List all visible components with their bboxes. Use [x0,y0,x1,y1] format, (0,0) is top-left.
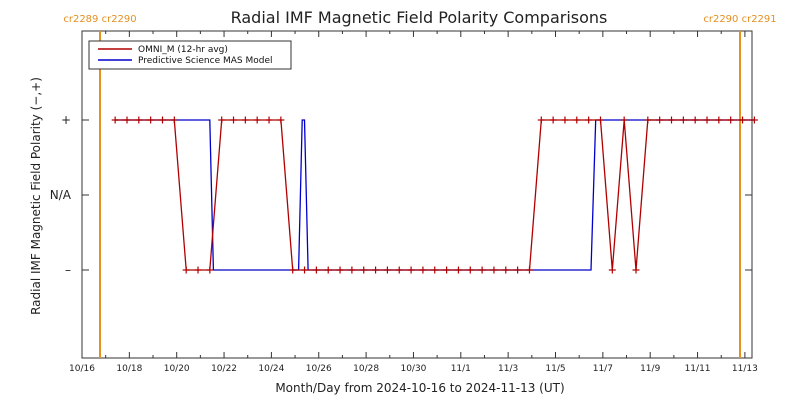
omni-data-point [596,116,604,124]
omni-data-point [561,116,569,124]
x-tick-label: 10/28 [353,364,379,374]
axis-ticks [81,31,752,358]
chart-title: Radial IMF Magnetic Field Polarity Compa… [231,8,608,27]
legend-label-mas: Predictive Science MAS Model [138,56,273,66]
legend-box [88,40,292,70]
y-tick-label: N/A [50,188,72,202]
plot-frame [81,30,753,359]
omni-data-point [277,116,285,124]
omni-data-point [715,116,723,124]
x-tick-label: 11/3 [498,364,518,374]
omni-data-point [502,266,510,274]
omni-data-point [265,116,273,124]
omni-data-point [301,266,309,274]
omni-data-point [407,266,415,274]
x-tick-label: 10/20 [164,364,190,374]
omni-data-point [431,266,439,274]
omni-data-point [170,116,178,124]
y-axis-label: Radial IMF Magnetic Field Polarity (−,+) [29,77,43,315]
omni-data-point [206,266,214,274]
omni-data-point [525,266,533,274]
omni-data-point [585,116,593,124]
x-tick-label: 10/16 [69,364,95,374]
omni-data-point [372,266,380,274]
omni-data-point [135,116,143,124]
omni-data-point [395,266,403,274]
omni-data-point [241,116,249,124]
omni-data-point [348,266,356,274]
carrington-rotation-label: cr2289 cr2290 [63,14,136,25]
omni-data-point [147,116,155,124]
series-line-mas [115,119,755,271]
x-tick-label: 10/18 [116,364,142,374]
omni-data-point [123,116,131,124]
y-tick-labels: + N/A – [50,113,72,277]
omni-data-point [230,116,238,124]
omni-data-point [703,116,711,124]
x-tick-labels: 10/16 10/18 10/20 10/22 10/24 10/26 10/28 10/30… [69,364,758,374]
omni-data-point [679,116,687,124]
x-tick-label: 11/9 [640,364,660,374]
omni-data-point [194,266,202,274]
omni-data-point [360,266,368,274]
omni-data-point [312,266,320,274]
omni-data-point [668,116,676,124]
x-tick-label: 11/1 [451,364,471,374]
omni-data-point [549,116,557,124]
omni-data-point [324,266,332,274]
x-tick-label: 10/24 [258,364,284,374]
x-tick-label: 11/7 [593,364,613,374]
omni-data-point [739,116,747,124]
omni-data-point [573,116,581,124]
omni-data-point [419,266,427,274]
carrington-markers: cr2289 cr2290 cr2290 cr2291 [63,14,777,358]
omni-data-point [383,266,391,274]
omni-data-point [537,116,545,124]
omni-data-point [218,116,226,124]
x-tick-label: 10/30 [400,364,426,374]
omni-data-point [289,266,297,274]
legend-label-omni: OMNI_M (12-hr avg) [138,45,228,55]
omni-data-point [620,116,628,124]
x-axis-label: Month/Day from 2024-10-16 to 2024-11-13 … [275,381,564,395]
omni-data-point [490,266,498,274]
omni-data-point [691,116,699,124]
x-tick-label: 11/11 [685,364,711,374]
omni-data-point [644,116,652,124]
omni-data-point [111,116,119,124]
omni-data-point [632,266,640,274]
omni-data-point [727,116,735,124]
omni-data-point [466,266,474,274]
x-tick-label: 10/26 [306,364,332,374]
x-tick-label: 10/22 [211,364,237,374]
carrington-rotation-label: cr2290 cr2291 [703,14,776,25]
omni-data-point [608,266,616,274]
x-tick-label: 11/5 [545,364,565,374]
omni-data-point [336,266,344,274]
omni-data-point [182,266,190,274]
omni-data-point [656,116,664,124]
omni-data-point [443,266,451,274]
legend: OMNI_M (12-hr avg) Predictive Science MA… [88,40,292,70]
y-tick-label: – [65,263,71,277]
omni-data-point [478,266,486,274]
x-tick-label: 11/13 [732,364,758,374]
omni-data-point [514,266,522,274]
omni-data-point [750,116,758,124]
omni-data-point [253,116,261,124]
series-layer [111,116,758,274]
omni-data-point [158,116,166,124]
omni-data-point [454,266,462,274]
y-tick-label: + [61,113,71,127]
